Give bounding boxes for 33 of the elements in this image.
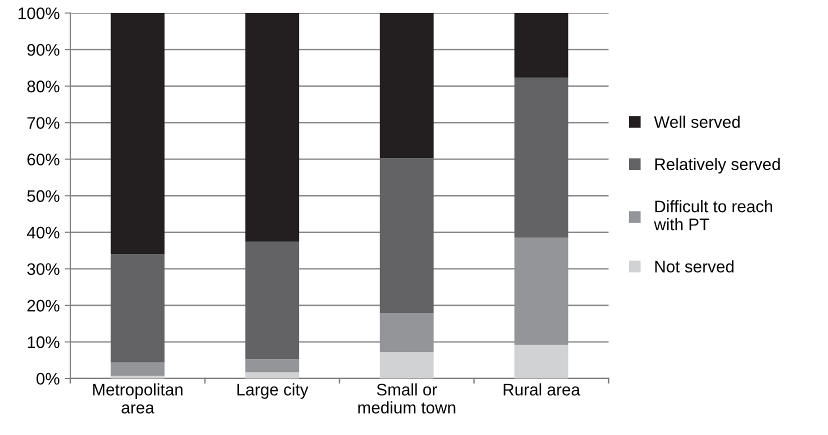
x-tick-label: Small or medium town: [358, 383, 456, 414]
bar: [380, 13, 434, 158]
y-tick-label: 90%: [27, 44, 60, 56]
bar: [110, 376, 165, 378]
bar: [245, 242, 300, 360]
bar: [380, 352, 434, 378]
legend-label: Well served: [654, 116, 740, 128]
y-tick-label: 30%: [27, 263, 60, 276]
legend-label: Not served: [655, 260, 734, 273]
y-tick-label: 60%: [27, 154, 60, 166]
bar: [514, 344, 568, 378]
legend-label: Difficult to reach with PT: [654, 200, 772, 230]
x-tick-label: Metropolitan area: [93, 383, 182, 414]
y-tick-label: 70%: [27, 117, 60, 129]
x-tick-label: Rural area: [504, 383, 580, 396]
bar: [514, 13, 568, 78]
y-tick-label: 100%: [18, 7, 60, 20]
bar: [514, 78, 568, 238]
y-tick-label: 0%: [36, 372, 60, 385]
bar: [245, 13, 300, 242]
legend-label: Relatively served: [655, 158, 780, 174]
bar: [380, 158, 434, 314]
y-tick-label: 20%: [27, 300, 60, 312]
bar: [110, 362, 165, 376]
y-tick-label: 80%: [27, 80, 60, 92]
y-tick-label: 40%: [26, 226, 60, 238]
y-tick-label: 50%: [27, 190, 60, 202]
bar: [110, 13, 165, 254]
bar: [245, 372, 300, 378]
bar: [245, 359, 300, 372]
y-tick-label: 10%: [28, 336, 60, 348]
bar: [110, 254, 165, 362]
x-tick-label: Large city: [237, 383, 308, 399]
